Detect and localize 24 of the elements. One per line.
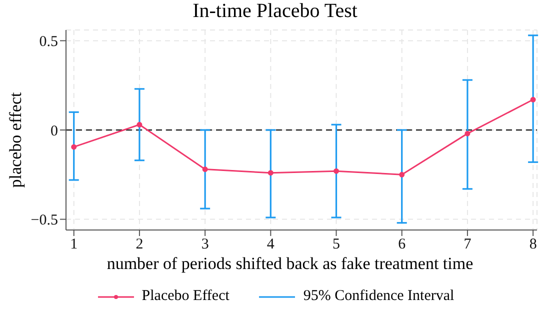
x-axis-title: number of periods shifted back as fake treatment time <box>106 254 474 274</box>
x-tick-label: 3 <box>201 236 209 253</box>
point <box>334 168 340 174</box>
point <box>202 166 208 172</box>
y-tick-label: −0.5 <box>30 212 58 229</box>
point <box>268 170 274 176</box>
y-tick-label: 0.5 <box>39 34 58 50</box>
x-tick-label: 1 <box>70 236 78 253</box>
chart-title: In-time Placebo Test <box>192 0 358 23</box>
point <box>136 122 142 128</box>
x-tick-label: 5 <box>332 236 340 253</box>
point <box>399 172 405 178</box>
x-tick-label: 7 <box>464 236 472 253</box>
legend-label: Placebo Effect <box>142 288 230 305</box>
y-tick-label: 0 <box>50 123 58 140</box>
x-tick-label: 4 <box>266 236 275 253</box>
point <box>71 144 77 150</box>
x-tick-label: 6 <box>398 236 406 253</box>
point <box>530 96 536 102</box>
x-tick-label: 8 <box>529 236 537 253</box>
point <box>464 130 470 136</box>
x-tick-label: 2 <box>136 236 144 253</box>
y-axis-title: placebo effect <box>6 92 26 188</box>
text: 95% Confidence Interval <box>303 288 454 305</box>
